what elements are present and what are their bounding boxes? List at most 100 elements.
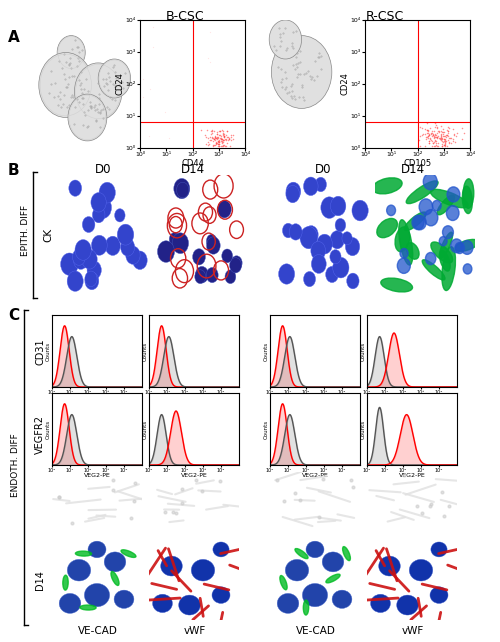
Point	[426, 134, 434, 144]
Point	[440, 140, 448, 150]
Point	[439, 126, 447, 137]
Text: D0: D0	[315, 163, 331, 176]
Point	[220, 129, 228, 139]
Point	[204, 137, 212, 147]
Point	[426, 129, 434, 139]
Point	[208, 128, 216, 138]
Ellipse shape	[80, 605, 96, 611]
Point	[222, 134, 230, 144]
Circle shape	[206, 234, 217, 248]
Point	[215, 141, 223, 152]
Circle shape	[176, 182, 189, 198]
Point	[442, 139, 450, 150]
Text: EPITH. DIFF: EPITH. DIFF	[20, 204, 30, 256]
Point	[202, 132, 210, 142]
Point	[212, 139, 220, 149]
Point	[446, 133, 454, 143]
Point	[425, 129, 433, 139]
Circle shape	[225, 270, 236, 284]
Circle shape	[289, 224, 302, 240]
Point	[424, 128, 432, 139]
Point	[426, 138, 434, 148]
Point	[216, 126, 224, 136]
Point	[431, 129, 439, 139]
Ellipse shape	[377, 218, 398, 238]
Circle shape	[442, 226, 454, 239]
Circle shape	[326, 266, 338, 282]
Point	[432, 132, 440, 143]
Circle shape	[430, 587, 448, 603]
Point	[424, 132, 432, 142]
Point	[214, 133, 222, 143]
Point	[216, 139, 224, 149]
Circle shape	[322, 552, 344, 572]
Point	[437, 135, 445, 145]
Point	[430, 137, 438, 148]
Circle shape	[410, 559, 432, 581]
Point	[442, 130, 450, 141]
Circle shape	[439, 236, 447, 246]
Circle shape	[398, 258, 410, 273]
Point	[218, 141, 226, 152]
Point	[436, 133, 444, 143]
Point	[438, 134, 446, 144]
Point	[458, 134, 466, 144]
Point	[215, 130, 223, 140]
Point	[204, 134, 212, 144]
Point	[426, 132, 434, 143]
Point	[422, 134, 430, 144]
Point	[426, 137, 434, 148]
Ellipse shape	[437, 195, 454, 215]
Point	[216, 132, 224, 143]
Point	[229, 130, 237, 140]
Point	[212, 133, 220, 143]
Point	[434, 141, 442, 151]
Circle shape	[178, 595, 201, 615]
Point	[438, 127, 446, 137]
Point	[225, 134, 233, 144]
Circle shape	[396, 595, 418, 615]
Point	[214, 135, 222, 146]
Point	[218, 133, 226, 143]
Circle shape	[330, 230, 344, 249]
Point	[425, 135, 433, 146]
Point	[214, 139, 222, 149]
Point	[438, 135, 446, 146]
Point	[442, 141, 450, 152]
Point	[427, 135, 435, 145]
Y-axis label: Counts: Counts	[142, 342, 148, 361]
Point	[416, 121, 424, 132]
Circle shape	[152, 594, 172, 612]
Point	[203, 125, 211, 135]
Circle shape	[330, 196, 346, 216]
Point	[435, 126, 443, 137]
Text: A: A	[8, 30, 20, 45]
Text: C: C	[8, 308, 19, 323]
Point	[140, 74, 147, 85]
Text: VE-CAD: VE-CAD	[296, 626, 336, 636]
Circle shape	[60, 253, 78, 275]
Point	[224, 132, 232, 142]
Ellipse shape	[280, 575, 286, 590]
Point	[224, 126, 232, 137]
Point	[432, 138, 440, 148]
Point	[210, 134, 218, 144]
Point	[218, 134, 226, 144]
Point	[439, 131, 447, 141]
Circle shape	[312, 254, 326, 273]
Point	[430, 130, 438, 140]
Ellipse shape	[422, 260, 445, 280]
Point	[436, 132, 444, 142]
Point	[424, 126, 432, 136]
Ellipse shape	[456, 239, 478, 251]
Point	[444, 131, 452, 141]
Point	[444, 137, 452, 148]
Point	[444, 122, 452, 132]
Circle shape	[432, 200, 441, 211]
Point	[421, 141, 429, 152]
Circle shape	[431, 542, 447, 557]
Point	[225, 134, 233, 144]
Circle shape	[282, 223, 294, 238]
Text: CD31: CD31	[35, 339, 45, 365]
Point	[422, 129, 430, 139]
